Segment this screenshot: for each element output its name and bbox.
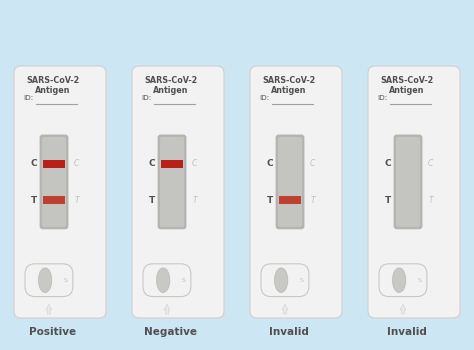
Text: Invalid: Invalid: [387, 327, 427, 337]
Text: ID:: ID:: [377, 95, 387, 101]
Text: T: T: [149, 196, 155, 204]
Text: C: C: [74, 159, 79, 168]
Text: SARS-CoV-2: SARS-CoV-2: [26, 76, 79, 85]
Text: T: T: [31, 196, 37, 204]
Text: C: C: [149, 159, 155, 168]
FancyBboxPatch shape: [42, 136, 66, 227]
Text: S: S: [64, 278, 68, 283]
Ellipse shape: [274, 268, 288, 293]
FancyBboxPatch shape: [369, 67, 461, 319]
Polygon shape: [282, 304, 288, 314]
Text: T: T: [74, 196, 79, 204]
Ellipse shape: [38, 268, 52, 293]
Polygon shape: [46, 304, 52, 314]
Bar: [43, 160, 65, 168]
Text: S: S: [418, 278, 422, 283]
FancyBboxPatch shape: [25, 264, 73, 296]
FancyBboxPatch shape: [14, 66, 106, 318]
Text: Invalid: Invalid: [269, 327, 309, 337]
Bar: [161, 160, 183, 168]
Text: C: C: [31, 159, 37, 168]
FancyBboxPatch shape: [379, 264, 427, 296]
Text: Antigen: Antigen: [271, 86, 306, 95]
Text: C: C: [192, 159, 197, 168]
FancyBboxPatch shape: [393, 134, 422, 229]
FancyBboxPatch shape: [15, 67, 107, 319]
FancyBboxPatch shape: [157, 134, 186, 229]
Text: SARS-CoV-2: SARS-CoV-2: [262, 76, 315, 85]
Text: Positive: Positive: [29, 327, 76, 337]
FancyBboxPatch shape: [396, 136, 420, 227]
Text: T: T: [192, 196, 197, 204]
Text: C: C: [310, 159, 315, 168]
FancyBboxPatch shape: [278, 136, 302, 227]
Text: S: S: [300, 278, 304, 283]
Text: Negative: Negative: [144, 327, 197, 337]
Text: C: C: [385, 159, 392, 168]
Text: ID:: ID:: [141, 95, 151, 101]
Ellipse shape: [392, 268, 406, 293]
Text: ID:: ID:: [259, 95, 269, 101]
Text: Antigen: Antigen: [389, 86, 424, 95]
Text: C: C: [428, 159, 433, 168]
Bar: [43, 196, 65, 204]
FancyBboxPatch shape: [261, 264, 309, 296]
FancyBboxPatch shape: [368, 66, 460, 318]
FancyBboxPatch shape: [133, 67, 225, 319]
FancyBboxPatch shape: [40, 134, 68, 229]
Bar: [279, 196, 301, 204]
Text: T: T: [310, 196, 315, 204]
FancyBboxPatch shape: [132, 66, 224, 318]
Text: SARS-CoV-2: SARS-CoV-2: [144, 76, 197, 85]
Text: SARS-CoV-2: SARS-CoV-2: [380, 76, 433, 85]
Text: C: C: [267, 159, 273, 168]
FancyBboxPatch shape: [250, 66, 342, 318]
FancyBboxPatch shape: [251, 67, 343, 319]
Text: Antigen: Antigen: [35, 86, 71, 95]
Text: T: T: [385, 196, 392, 204]
Ellipse shape: [156, 268, 170, 293]
Text: Antigen: Antigen: [153, 86, 188, 95]
FancyBboxPatch shape: [143, 264, 191, 296]
Text: T: T: [267, 196, 273, 204]
FancyBboxPatch shape: [275, 134, 304, 229]
Text: S: S: [182, 278, 186, 283]
FancyBboxPatch shape: [160, 136, 184, 227]
Polygon shape: [400, 304, 406, 314]
Text: T: T: [428, 196, 433, 204]
Text: ID:: ID:: [23, 95, 33, 101]
Polygon shape: [164, 304, 170, 314]
